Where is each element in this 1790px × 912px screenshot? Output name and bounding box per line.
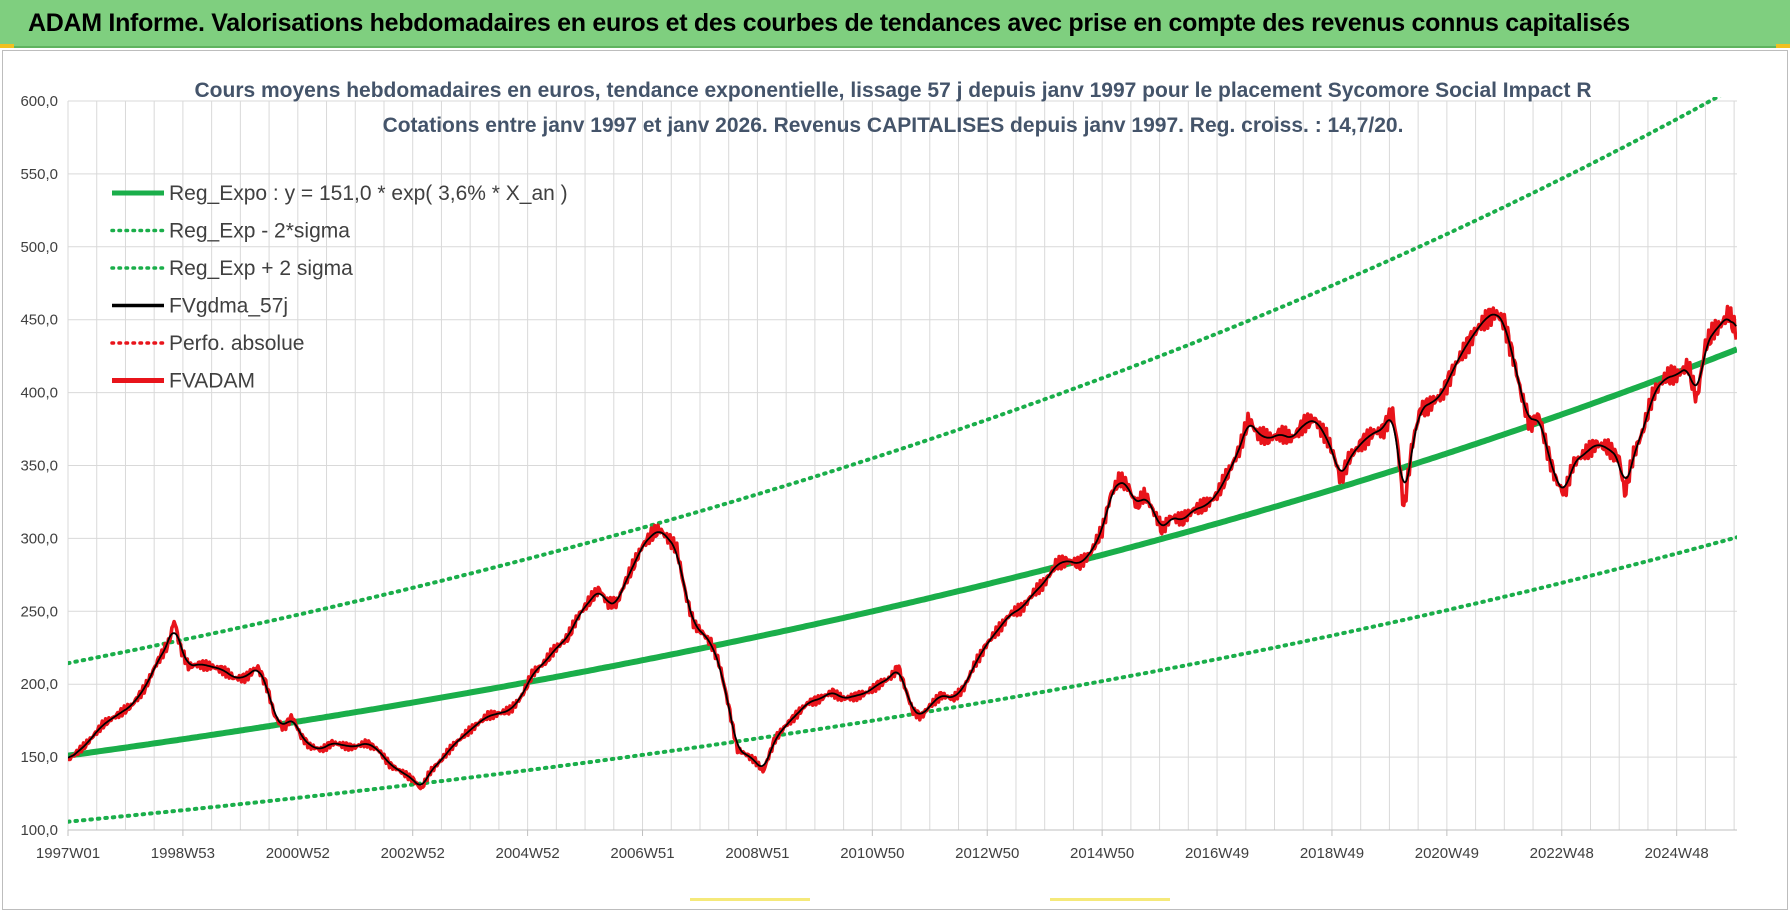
- y-tick-label: 300,0: [20, 530, 58, 547]
- x-tick-label: 1997W01: [36, 845, 100, 862]
- y-tick-label: 400,0: [20, 385, 58, 402]
- x-tick-label: 2020W49: [1415, 845, 1479, 862]
- reg-expo-line: [68, 346, 1737, 759]
- legend-label-perfo: Perfo. absolue: [169, 332, 304, 355]
- banner-title: ADAM Informe. Valorisations hebdomadaire…: [28, 9, 1630, 37]
- chart-title-line-2: Cotations entre janv 1997 et janv 2026. …: [383, 114, 1404, 137]
- legend-label-plus: Reg_Exp + 2 sigma: [169, 257, 353, 280]
- x-tick-label: 2008W51: [725, 845, 789, 862]
- x-tick-label: 2004W52: [496, 845, 560, 862]
- reg-exp-minus-2-sigma-line: [68, 535, 1737, 824]
- y-tick-label: 450,0: [20, 312, 58, 329]
- x-tick-label: 2024W48: [1645, 845, 1709, 862]
- chart-frame: [2, 50, 1788, 910]
- y-tick-label: 500,0: [20, 239, 58, 256]
- fvgdma-57j-line: [68, 313, 1737, 786]
- legend-label-fvadam: FVADAM: [169, 370, 255, 393]
- x-tick-label: 2002W52: [381, 845, 445, 862]
- x-tick-label: 2010W50: [840, 845, 904, 862]
- legend-label-minus: Reg_Exp - 2*sigma: [169, 220, 350, 243]
- y-tick-label: 200,0: [20, 676, 58, 693]
- corner-marker-left: [0, 44, 14, 48]
- chart-title-line-1: Cours moyens hebdomadaires en euros, ten…: [195, 79, 1592, 102]
- y-tick-label: 150,0: [20, 749, 58, 766]
- grid: [67, 100, 1737, 831]
- x-tick-label: 2012W50: [955, 845, 1019, 862]
- series: [68, 97, 1737, 824]
- corner-marker-right: [1776, 44, 1790, 48]
- x-tick-label: 1998W53: [151, 845, 215, 862]
- chart-title-group: Cours moyens hebdomadaires en euros, ten…: [195, 79, 1592, 137]
- bottom-accent-left: [690, 898, 810, 901]
- bottom-accent-right: [1050, 898, 1170, 901]
- x-tick-label: 2000W52: [266, 845, 330, 862]
- y-tick-label: 350,0: [20, 458, 58, 475]
- legend-label-gdma: FVgdma_57j: [169, 295, 288, 318]
- y-tick-label: 250,0: [20, 603, 58, 620]
- y-tick-label: 100,0: [20, 822, 58, 839]
- legend-label-reg: Reg_Expo : y = 151,0 * exp( 3,6% * X_an …: [169, 182, 568, 205]
- axes: 100,0 150,0 200,0 250,0 300,0 350,0 400,0 450,0…: [20, 93, 1737, 862]
- x-tick-label: 2014W50: [1070, 845, 1134, 862]
- legend: Reg_Expo : y = 151,0 * exp( 3,6% * X_an …: [110, 182, 568, 393]
- x-tick-label: 2022W48: [1530, 845, 1594, 862]
- x-tick-label: 2016W49: [1185, 845, 1249, 862]
- x-tick-label: 2006W51: [610, 845, 674, 862]
- x-tick-label: 2018W49: [1300, 845, 1364, 862]
- y-tick-label: 550,0: [20, 166, 58, 183]
- y-tick-label: 600,0: [20, 93, 58, 110]
- reg-exp-plus-2-sigma-line: [68, 97, 1722, 666]
- banner: ADAM Informe. Valorisations hebdomadaire…: [0, 0, 1790, 48]
